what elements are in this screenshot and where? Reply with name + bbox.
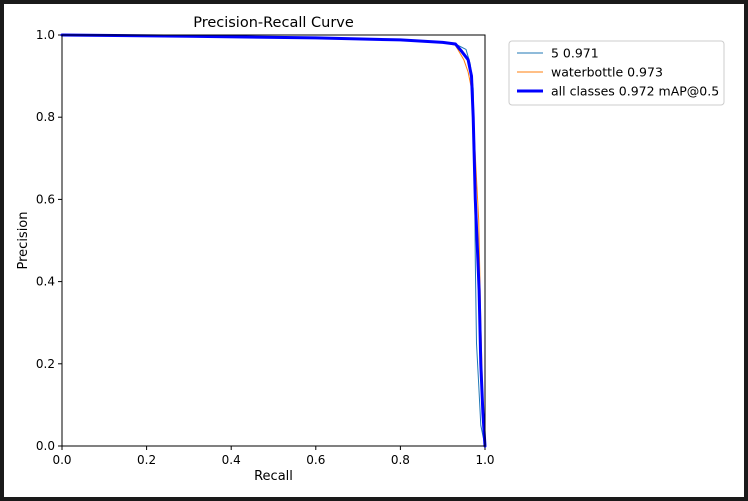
y-tick-label: 1.0 xyxy=(36,28,55,42)
y-tick-label: 0.6 xyxy=(36,192,55,206)
x-tick-label: 0.6 xyxy=(306,453,325,467)
legend-entry: 5 0.971 xyxy=(551,46,599,61)
y-tick-label: 0.0 xyxy=(36,439,55,453)
legend-entry: all classes 0.972 mAP@0.5 xyxy=(551,84,719,99)
legend-box xyxy=(508,40,725,106)
series-line-1 xyxy=(61,34,486,447)
chart-figure: Precision-Recall Curve 0.0 0.2 0.4 0.6 0.8 1.… xyxy=(4,4,744,497)
x-tick-label: 0.4 xyxy=(222,453,241,467)
y-tick-label: 0.4 xyxy=(36,275,55,289)
series-line-0 xyxy=(61,34,486,447)
x-tick-label: 0.8 xyxy=(391,453,410,467)
legend-entry: waterbottle 0.973 xyxy=(551,65,663,80)
y-tick-label: 0.2 xyxy=(36,357,55,371)
y-axis-label: Precision xyxy=(16,211,31,269)
legend: 5 0.971 waterbottle 0.973 all classes 0.97… xyxy=(508,40,725,106)
x-tick-label: 1.0 xyxy=(475,453,494,467)
plot-frame xyxy=(61,34,486,447)
x-axis-label: Recall xyxy=(254,469,293,484)
pr-curve-chart: Precision-Recall Curve 0.0 0.2 0.4 0.6 0.8 1.… xyxy=(16,15,725,484)
series-lines xyxy=(60,33,487,448)
series-line-2 xyxy=(60,33,487,448)
y-tick-label: 0.8 xyxy=(36,110,55,124)
x-tick-label: 0.2 xyxy=(137,453,156,467)
chart-title: Precision-Recall Curve xyxy=(193,15,354,31)
x-tick-label: 0.0 xyxy=(52,453,71,467)
ticks: 0.0 0.2 0.4 0.6 0.8 1.0 0.0 0.2 0.4 0.6 0.8 1.0 xyxy=(36,28,495,467)
